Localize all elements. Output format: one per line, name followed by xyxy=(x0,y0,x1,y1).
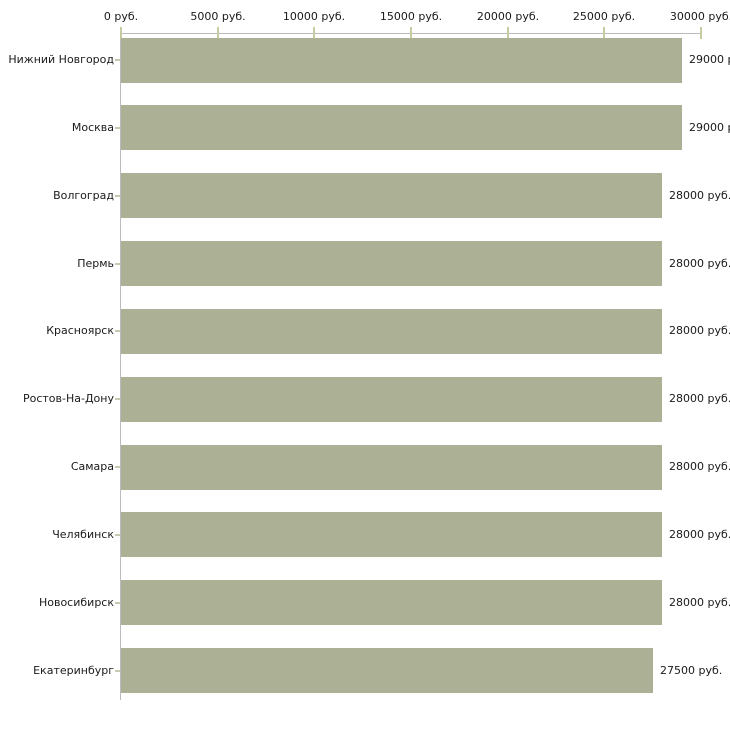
category-label: Челябинск xyxy=(52,528,114,541)
category-label: Нижний Новгород xyxy=(8,53,114,66)
value-label: 28000 руб. xyxy=(669,596,730,609)
value-label: 29000 р xyxy=(689,121,730,134)
x-axis-tick-label: 20000 руб. xyxy=(476,10,540,23)
x-axis-tick-label: 10000 руб. xyxy=(282,10,346,23)
category-label: Новосибирск xyxy=(38,596,114,609)
category-tick xyxy=(115,195,120,197)
x-axis-tick xyxy=(120,27,122,39)
bar xyxy=(121,580,662,625)
x-axis-tick xyxy=(700,27,702,39)
category-label: Самара xyxy=(70,460,114,473)
category-tick xyxy=(115,670,120,672)
category-tick xyxy=(115,534,120,536)
category-label: Екатеринбург xyxy=(33,664,114,677)
x-axis-tick xyxy=(507,27,509,39)
category-tick xyxy=(115,127,120,129)
x-axis-tick xyxy=(603,27,605,39)
category-tick xyxy=(115,602,120,604)
category-tick xyxy=(115,263,120,265)
category-label: Пермь xyxy=(77,257,114,270)
category-tick xyxy=(115,330,120,332)
value-label: 28000 руб. xyxy=(669,189,730,202)
category-label: Красноярск xyxy=(46,324,114,337)
value-label: 28000 руб. xyxy=(669,460,730,473)
x-axis-tick-label: 0 руб. xyxy=(103,10,139,23)
category-label: Волгоград xyxy=(53,189,114,202)
x-axis-tick xyxy=(313,27,315,39)
value-label: 27500 руб. xyxy=(660,664,723,677)
bar xyxy=(121,38,682,83)
bar xyxy=(121,241,662,286)
x-axis-tick-label: 30000 руб. xyxy=(669,10,730,23)
bar xyxy=(121,445,662,490)
category-tick xyxy=(115,398,120,400)
value-label: 28000 руб. xyxy=(669,257,730,270)
bar xyxy=(121,105,682,150)
bar xyxy=(121,309,662,354)
x-axis-tick xyxy=(410,27,412,39)
x-axis-tick-label: 15000 руб. xyxy=(379,10,443,23)
category-tick xyxy=(115,466,120,468)
category-tick xyxy=(115,59,120,61)
value-label: 28000 руб. xyxy=(669,392,730,405)
y-axis-line xyxy=(120,33,121,700)
bar xyxy=(121,512,662,557)
x-axis-tick-label: 5000 руб. xyxy=(190,10,246,23)
value-label: 29000 р xyxy=(689,53,730,66)
value-label: 28000 руб. xyxy=(669,528,730,541)
x-axis-tick-label: 25000 руб. xyxy=(572,10,636,23)
bar xyxy=(121,648,653,693)
x-axis-tick xyxy=(217,27,219,39)
bar xyxy=(121,173,662,218)
value-label: 28000 руб. xyxy=(669,324,730,337)
category-label: Ростов-На-Дону xyxy=(22,392,114,405)
category-label: Москва xyxy=(71,121,114,134)
bar xyxy=(121,377,662,422)
